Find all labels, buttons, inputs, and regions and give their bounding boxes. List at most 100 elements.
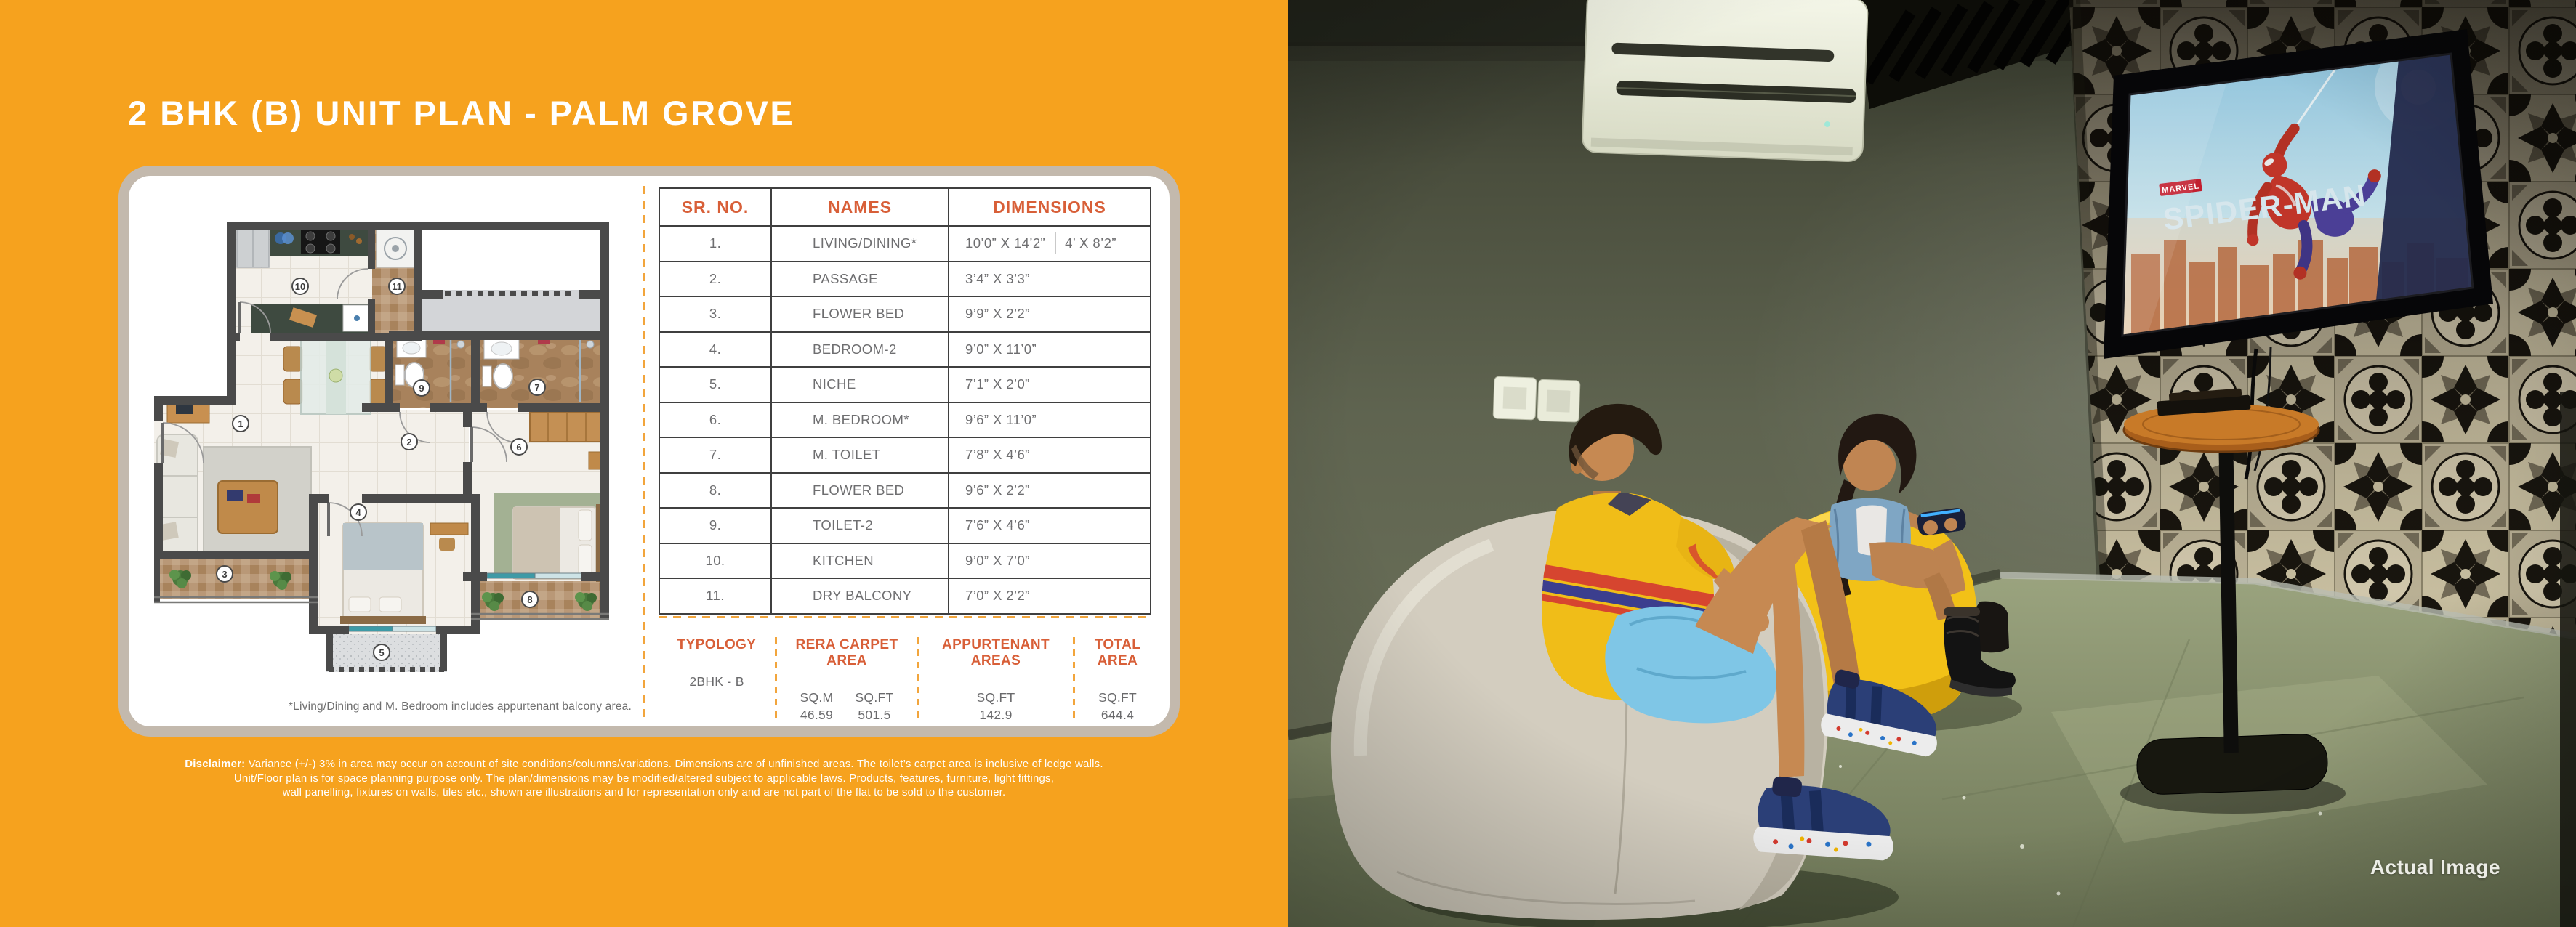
plan-marker: 8 [527,594,532,605]
dashed-divider [643,186,645,718]
cell-name: FLOWER BED [770,471,949,509]
cell-sr: 5. [659,366,772,403]
cell-dim: 10’0” X 14’2” 4’ X 8’2” [948,225,1151,262]
kitchen [236,227,373,333]
total-value: 644.4 [1100,708,1135,722]
master-toilet-fixtures [482,337,595,402]
sqft-unit: SQ.FT [1098,690,1138,705]
cell-dim: 3’4” X 3’3” [948,260,1151,297]
dashed-separator [775,637,777,724]
unit-plan-panel: 2 BHK (B) UNIT PLAN - PALM GROVE [0,94,1288,800]
dry-balcony [376,226,415,268]
floor-plan: 1 2 3 4 5 6 7 8 9 10 11 [145,182,640,726]
cell-name: M. BEDROOM* [770,401,949,438]
cell-name: LIVING/DINING* [770,225,949,262]
rera-col: RERA CARPET AREA SQ.M 46.59 SQ.FT 501.5 [777,637,917,724]
sqm-value: 46.59 [800,708,834,722]
table-row: 3. FLOWER BED 9’9” X 2’2” [659,296,1151,333]
appurtenant-value: 142.9 [979,708,1013,722]
master-bedroom [494,412,609,582]
cell-name: BEDROOM-2 [770,331,949,368]
plan-marker: 9 [419,383,424,394]
dashed-separator [917,637,919,724]
toilet-2-fixtures [395,337,465,402]
table-row: 2. PASSAGE 3’4” X 3’3” [659,260,1151,297]
typology-col: TYPOLOGY 2BHK - B [659,637,775,724]
plan-marker: 3 [222,569,227,580]
floor-plan-drawing: 1 2 3 4 5 6 7 8 9 10 11 [154,222,609,672]
cell-sr: 9. [659,507,772,544]
table-row: 6. M. BEDROOM* 9’6” X 11’0” [659,401,1151,438]
cell-dim: 7’0” X 2’2” [948,578,1151,615]
disclaimer-line: Variance (+/-) 3% in area may occur on a… [248,758,1103,770]
photo-illustration: MARVEL SPIDER-MAN [1288,0,2576,927]
table-row: 5. NICHE 7’1” X 2’0” [659,366,1151,403]
cell-name: TOILET-2 [770,507,949,544]
cell-name: M. TOILET [770,437,949,474]
dimensions-table: SR. NO. NAMES DIMENSIONS 1. LIVING/DININ… [659,187,1151,615]
photo-caption: Actual Image [2370,856,2500,878]
plan-card: 1 2 3 4 5 6 7 8 9 10 11 *Living/Dining a… [118,166,1180,737]
cell-name: PASSAGE [770,260,949,297]
table-row: 1. LIVING/DINING* 10’0” X 14’2” 4’ X 8’2” [659,225,1151,262]
table-header-row: SR. NO. NAMES DIMENSIONS [659,187,1151,227]
appurtenant-label: APPURTENANT AREAS [942,637,1050,668]
dashed-separator [1073,637,1075,724]
typology-label: TYPOLOGY [677,637,757,652]
cell-sr: 8. [659,471,772,509]
plan-marker: 2 [406,437,411,448]
cell-dim: 9’6” X 2’2” [948,471,1151,509]
sqm-unit: SQ.M [800,690,834,705]
dim-main: 10’0” X 14’2” [965,235,1046,251]
rera-label: RERA CARPET AREA [795,637,898,668]
dining-set [283,336,387,415]
entry-dotted [329,291,571,672]
cell-sr: 4. [659,331,772,368]
cell-sr: 6. [659,401,772,438]
cell-name: DRY BALCONY [770,578,949,615]
col-dimensions: DIMENSIONS [948,187,1151,227]
area-summary: TYPOLOGY 2BHK - B RERA CARPET AREA SQ.M 4… [659,616,1160,724]
page-title: 2 BHK (B) UNIT PLAN - PALM GROVE [128,94,795,132]
plan-marker: 6 [516,442,521,453]
disclaimer-line: wall panelling, fixtures on walls, tiles… [282,786,1006,798]
disclaimer-label: Disclaimer: [185,758,246,770]
table-row: 8. FLOWER BED 9’6” X 2’2” [659,471,1151,509]
dim-extra: 4’ X 8’2” [1065,235,1116,251]
cell-dim: 9’6” X 11’0” [948,401,1151,438]
col-names: NAMES [770,187,949,227]
sqft-unit: SQ.FT [855,690,894,705]
cell-name: NICHE [770,366,949,403]
cell-dim: 9’0” X 7’0” [948,542,1151,579]
railings [154,596,609,620]
doors [161,268,518,537]
cell-dim: 9’9” X 2’2” [948,296,1151,333]
walls [154,222,609,671]
plan-marker: 7 [534,382,539,393]
cell-name: FLOWER BED [770,296,949,333]
disclaimer: Disclaimer: Variance (+/-) 3% in area ma… [0,757,1288,800]
plan-marker: 5 [379,647,384,658]
cell-sr: 10. [659,542,772,579]
bedroom-2 [340,522,469,624]
cell-sr: 2. [659,260,772,297]
cell-sr: 3. [659,296,772,333]
table-row: 7. M. TOILET 7’8” X 4’6” [659,437,1151,474]
sqft-unit: SQ.FT [976,690,1015,705]
table-row: 4. BEDROOM-2 9’0” X 11’0” [659,331,1151,368]
total-label: TOTAL AREA [1094,637,1141,668]
plan-markers: 1 2 3 4 5 6 7 8 9 10 11 [216,278,546,661]
cell-dim: 7’8” X 4’6” [948,437,1151,474]
cell-dim: 7’6” X 4’6” [948,507,1151,544]
col-sr-no: SR. NO. [659,187,772,227]
plan-marker: 10 [295,281,305,292]
plan-marker: 1 [238,418,243,429]
cell-dim: 9’0” X 11’0” [948,331,1151,368]
sqft-value: 501.5 [858,708,891,722]
dashed-line [659,616,1151,618]
plan-footnote: *Living/Dining and M. Bedroom includes a… [288,700,632,713]
total-col: TOTAL AREA SQ.FT 644.4 [1075,637,1160,724]
plan-marker: 4 [355,507,361,518]
room-photo: MARVEL SPIDER-MAN [1288,0,2576,927]
appurtenant-col: APPURTENANT AREAS SQ.FT 142.9 [919,637,1073,724]
